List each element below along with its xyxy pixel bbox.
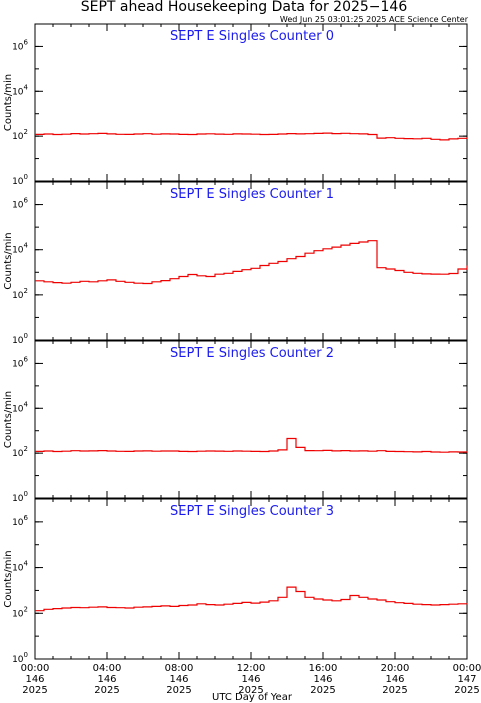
- x-tick-time-label: 20:00: [381, 663, 410, 674]
- series-line: [35, 132, 468, 141]
- y-tick-label: 102: [12, 287, 28, 301]
- y-tick-label: 100: [12, 332, 28, 346]
- x-tick-time-label: 16:00: [309, 663, 338, 674]
- y-tick-label: 100: [12, 490, 28, 504]
- x-tick-day-label: 146: [97, 674, 116, 685]
- x-tick-year-label: 2025: [454, 685, 479, 696]
- y-tick-label: 106: [12, 514, 28, 528]
- x-tick-time-label: 08:00: [165, 663, 194, 674]
- x-tick-year-label: 2025: [94, 685, 119, 696]
- series-line: [35, 437, 468, 453]
- x-tick-year-label: 2025: [382, 685, 407, 696]
- panel-0: 100 102 104 106 SEPT E Singles Counter 0 Coun…: [3, 23, 468, 187]
- x-tick-time-label: 00:00: [21, 663, 50, 674]
- x-tick-year-label: 2025: [22, 685, 47, 696]
- x-tick-day-label: 146: [169, 674, 188, 685]
- panel-1: 100 102 104 106 SEPT E Singles Counter 1 Coun…: [3, 181, 468, 346]
- x-tick-time-label: 12:00: [237, 663, 266, 674]
- panel-title: SEPT E Singles Counter 2: [170, 346, 334, 361]
- y-tick-label: 104: [12, 400, 28, 414]
- panel-frame: [34, 340, 468, 499]
- figure-title: SEPT ahead Housekeeping Data for 2025−14…: [81, 0, 408, 15]
- x-tick-day-label: 147: [457, 674, 476, 685]
- x-tick-day-label: 146: [313, 674, 332, 685]
- y-tick-label: 100: [12, 651, 28, 665]
- panels-group: 100 102 104 106 SEPT E Singles Counter 0 Coun…: [3, 23, 468, 665]
- y-axis-label: Counts/min: [3, 391, 14, 448]
- y-tick-label: 102: [12, 605, 28, 619]
- series-line: [35, 240, 468, 285]
- x-tick-day-label: 146: [385, 674, 404, 685]
- y-tick-label: 102: [12, 445, 28, 459]
- panel-3: 100 102 104 106 SEPT E Singles Counter 3 Coun…: [3, 498, 468, 665]
- x-tick-day-label: 146: [241, 674, 260, 685]
- y-tick-label: 104: [12, 83, 28, 97]
- x-axis-label: UTC Day of Year: [212, 692, 293, 703]
- y-tick-label: 106: [12, 38, 28, 52]
- y-tick-label: 104: [12, 560, 28, 574]
- timestamp-label: Wed Jun 25 03:01:25 2025 ACE Science Cen…: [280, 15, 469, 24]
- panel-frame: [34, 498, 468, 660]
- y-tick-label: 102: [12, 128, 28, 142]
- y-axis-label: Counts/min: [3, 550, 14, 607]
- x-tick-year-label: 2025: [238, 685, 263, 696]
- x-axis-labels: 00:00146202504:00146202508:00146202512:0…: [21, 663, 481, 696]
- panel-frame: [34, 23, 468, 182]
- y-tick-label: 106: [12, 355, 28, 369]
- panel-title: SEPT E Singles Counter 0: [170, 29, 334, 44]
- panel-frame: [34, 181, 468, 341]
- panel-title: SEPT E Singles Counter 3: [170, 504, 334, 519]
- y-axis-label: Counts/min: [3, 232, 14, 289]
- x-tick-day-label: 146: [25, 674, 44, 685]
- y-tick-label: 106: [12, 197, 28, 211]
- y-axis-label: Counts/min: [3, 74, 14, 131]
- x-tick-time-label: 04:00: [93, 663, 122, 674]
- x-tick-year-label: 2025: [310, 685, 335, 696]
- x-tick-time-label: 00:00: [453, 663, 481, 674]
- series-line: [35, 586, 468, 612]
- x-tick-year-label: 2025: [166, 685, 191, 696]
- y-tick-label: 104: [12, 242, 28, 256]
- panel-2: 100 102 104 106 SEPT E Singles Counter 2 Coun…: [3, 340, 468, 504]
- panel-title: SEPT E Singles Counter 1: [170, 187, 334, 202]
- y-tick-label: 100: [12, 173, 28, 187]
